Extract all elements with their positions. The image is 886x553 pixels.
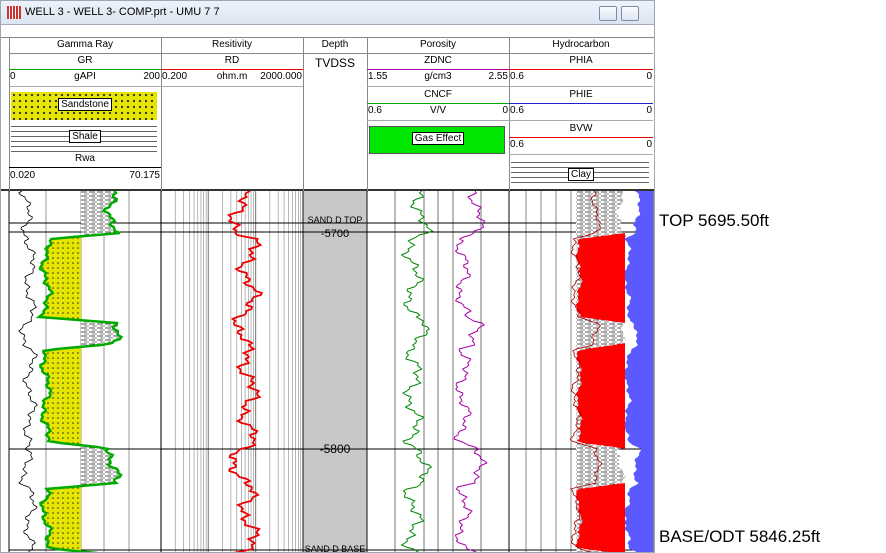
scale-max: 0	[502, 105, 508, 116]
scale-max: 200	[143, 71, 160, 82]
legend-label: Sandstone	[9, 98, 161, 112]
depth-label: SAND D TOP	[308, 215, 363, 225]
scale-min: 0.6	[368, 105, 382, 116]
scale-max: 0	[646, 105, 652, 116]
curve-line	[367, 69, 509, 70]
depth-label: -5700	[321, 228, 349, 240]
hc-fill	[575, 191, 625, 552]
scale-max: 2.55	[488, 71, 508, 82]
app-icon	[7, 6, 21, 19]
cncf-curve	[400, 191, 434, 552]
curve-line	[9, 167, 161, 168]
curve-line	[161, 69, 303, 70]
scale-max: 0	[646, 71, 652, 82]
curve-line	[9, 69, 161, 70]
water-fill	[622, 191, 653, 552]
legend-label: Clay	[509, 168, 653, 182]
maximize-button[interactable]	[621, 6, 639, 21]
scale-max: 70.175	[129, 170, 160, 181]
scale-min: 0	[10, 71, 16, 82]
zdnc-curve	[453, 191, 488, 552]
curve-sep	[509, 86, 653, 87]
title-bar: WELL 3 - WELL 3- COMP.prt - UMU 7 7	[1, 1, 654, 25]
curve-unit: g/cm3	[424, 71, 452, 82]
sand-fill	[39, 191, 81, 552]
track-title: Depth	[303, 38, 367, 54]
scale-max: 2000.000	[260, 71, 302, 82]
log-plot: SAND D TOP -5700 -5800 SAND D BASE	[8, 191, 654, 553]
base-annotation: BASE/ODT 5846.25ft	[659, 527, 821, 546]
rd-curve	[226, 191, 264, 552]
curve-sep	[9, 86, 161, 87]
scale-min: 1.55	[368, 71, 388, 82]
gr-curve	[35, 191, 124, 552]
scale-min: 0.200	[162, 71, 188, 82]
window-title: WELL 3 - WELL 3- COMP.prt - UMU 7 7	[25, 6, 220, 18]
curve-line	[509, 137, 653, 138]
curve-sep	[367, 120, 509, 121]
curve-sep	[161, 86, 303, 87]
log-window: WELL 3 - WELL 3- COMP.prt - UMU 7 7 Gamm…	[0, 0, 655, 553]
curve-sep	[367, 86, 509, 87]
depth-label: SAND D BASE	[305, 544, 366, 553]
depth-label: -5800	[320, 442, 351, 456]
curve-sep	[509, 154, 653, 155]
rwa-curve	[18, 191, 38, 552]
legend-label: Shale	[9, 130, 161, 144]
track-header	[161, 38, 303, 192]
track-title: Gamma Ray	[9, 38, 161, 54]
track-title: Porosity	[367, 38, 509, 54]
track-header	[367, 38, 509, 192]
scale-min: 0.6	[510, 71, 524, 82]
scale-min: 0.020	[10, 170, 36, 181]
curve-name: GR	[77, 55, 93, 66]
curve-name: Rwa	[74, 153, 95, 164]
curve-name: RD	[224, 55, 240, 66]
track-header	[9, 38, 161, 192]
curve-sep	[509, 120, 653, 121]
depth-track	[303, 191, 367, 552]
curve-unit: V/V	[429, 105, 447, 116]
curve-line	[509, 69, 653, 70]
depth-unit: TVDSS	[314, 56, 355, 70]
curve-unit: gAPI	[74, 71, 96, 82]
log-header: Gamma Ray GR 0 gAPI 200 Sandstone Shale Rwa 0.02…	[1, 37, 654, 192]
shale-fill	[81, 191, 122, 552]
curve-name: PHIA	[569, 55, 593, 66]
curve-name: CNCF	[424, 89, 452, 100]
legend-label: Gas Effect	[367, 132, 509, 146]
bvw-curve	[569, 191, 603, 552]
track-title: Hydrocarbon	[509, 38, 653, 54]
curve-name: PHIE	[569, 89, 593, 100]
scale-min: 0.6	[510, 105, 524, 116]
curve-line	[509, 103, 653, 104]
track-header	[303, 38, 367, 192]
track-header	[509, 38, 653, 192]
curve-line	[367, 103, 509, 104]
curve-name: BVW	[569, 123, 593, 134]
curve-name: ZDNC	[424, 55, 452, 66]
scale-max: 0	[646, 139, 652, 150]
scale-min: 0.6	[510, 139, 524, 150]
curve-unit: ohm.m	[216, 71, 248, 82]
minimize-button[interactable]	[599, 6, 617, 21]
top-annotation: TOP 5695.50ft	[659, 211, 769, 230]
track-title: Resitivity	[161, 38, 303, 54]
